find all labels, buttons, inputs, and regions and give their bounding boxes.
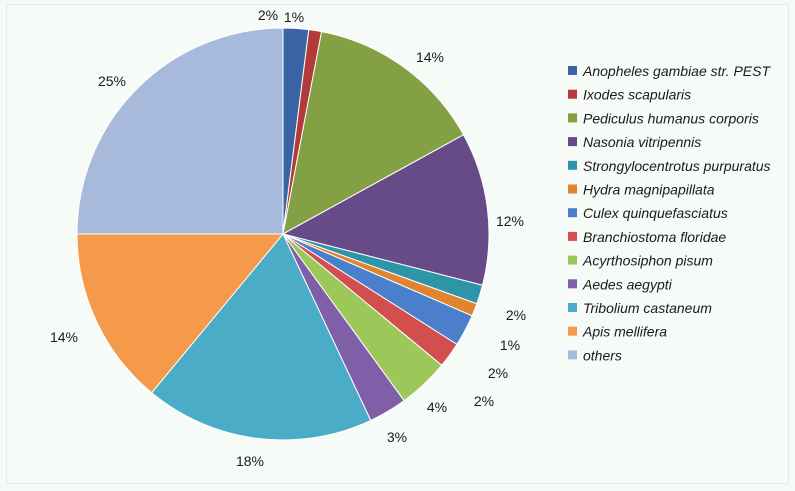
legend-label-3: Pediculus humanus corporis: [583, 110, 759, 126]
legend-label-11: Tribolium castaneum: [583, 300, 712, 316]
legend-swatch-9: [568, 255, 577, 265]
legend-label-1: Anopheles gambiae str. PEST: [582, 63, 771, 79]
pie-slice-13: [76, 27, 284, 235]
pie-slice-4: [281, 134, 490, 286]
legend-label-6: Hydra magnipapillata: [583, 182, 715, 198]
slice-label-5: 2%: [506, 307, 526, 323]
legend-label-9: Acyrthosiphon pisum: [582, 253, 713, 269]
pie-slice-3: [282, 31, 465, 235]
slice-label-12: 14%: [50, 329, 78, 345]
slice-label-1: 2%: [258, 7, 278, 23]
legend-swatch-8: [568, 231, 577, 241]
slice-label-9: 4%: [427, 399, 447, 415]
slice-labels: 2% 1% 14% 12% 2% 1% 2% 2% 4% 3% 18% 14% 25%: [50, 7, 526, 469]
slice-label-8: 2%: [474, 393, 494, 409]
legend-swatch-2: [568, 89, 577, 99]
legend-label-7: Culex quinquefasciatus: [583, 205, 728, 221]
slice-label-6: 1%: [500, 337, 520, 353]
legend-swatch-1: [568, 66, 577, 75]
slice-label-2: 1%: [284, 9, 304, 25]
slice-label-3: 14%: [416, 49, 444, 65]
slice-label-7: 2%: [488, 365, 508, 381]
legend-swatch-12: [568, 326, 577, 336]
legend-swatch-10: [568, 279, 577, 289]
legend-swatch-3: [568, 113, 577, 123]
legend-label-13: others: [583, 347, 622, 363]
pie-slices: [76, 27, 490, 441]
slice-label-4: 12%: [496, 213, 524, 229]
legend-swatch-13: [568, 350, 577, 360]
legend-label-2: Ixodes scapularis: [583, 87, 691, 103]
legend-label-10: Aedes aegypti: [582, 276, 673, 292]
legend-label-4: Nasonia vitripennis: [583, 134, 701, 150]
pie-slice-11: [150, 233, 372, 441]
legend-swatch-6: [568, 184, 577, 194]
legend-label-5: Strongylocentrotus purpuratus: [583, 158, 771, 174]
legend-swatch-11: [568, 303, 577, 312]
legend: Anopheles gambiae str. PEST Ixodes scapul…: [568, 63, 771, 363]
slice-label-10: 3%: [387, 429, 407, 445]
slice-label-11: 18%: [236, 453, 264, 469]
legend-swatch-5: [568, 160, 577, 170]
slice-label-13: 25%: [98, 73, 126, 89]
legend-swatch-7: [568, 208, 577, 218]
legend-swatch-4: [568, 137, 577, 147]
legend-label-12: Apis mellifera: [582, 324, 667, 340]
pie-slice-12: [76, 233, 285, 394]
legend-label-8: Branchiostoma floridae: [583, 229, 726, 245]
